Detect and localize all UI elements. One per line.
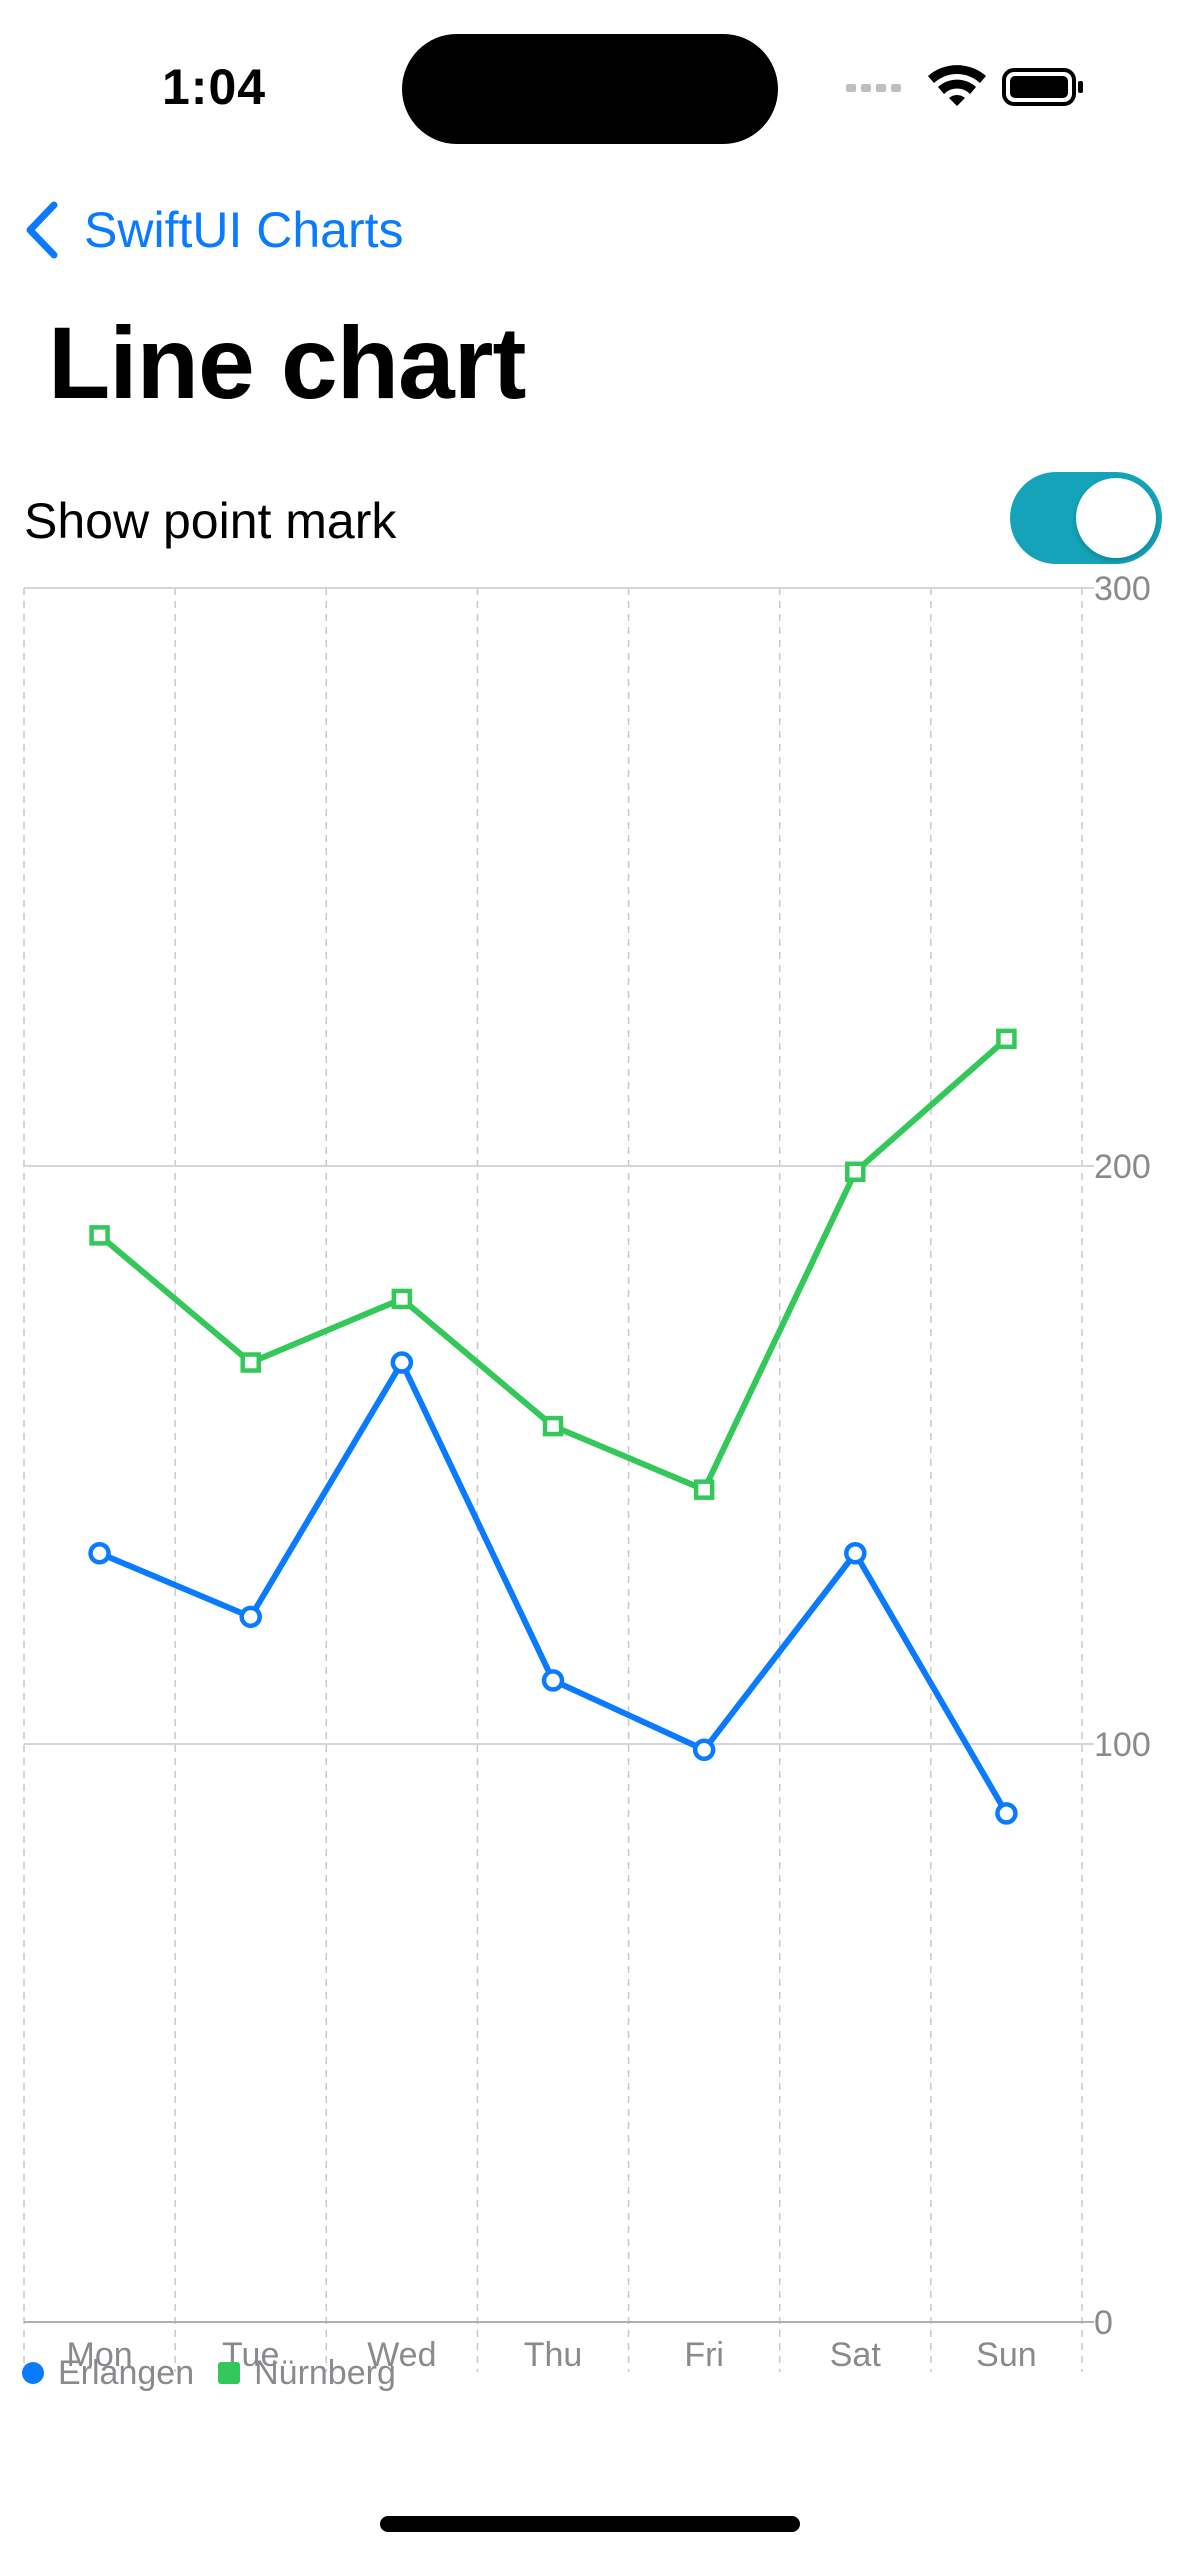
x-tick-label: Wed [367,2336,436,2374]
legend-item: Nürnberg [218,2354,396,2393]
data-point-circle [390,1351,414,1374]
x-tick-label: Thu [524,2336,583,2374]
page-title: Line chart [48,306,526,420]
chart-legend: Erlangen Nürnberg [22,2348,396,2398]
back-button[interactable]: SwiftUI Charts [22,195,404,265]
status-bar: 1:04 [0,0,1179,170]
data-point-circle [692,1738,716,1762]
y-tick-label: 0 [1094,2304,1113,2342]
x-tick-label: Fri [684,2336,724,2374]
data-point-square [89,1225,110,1246]
wifi-icon [928,65,986,106]
show-point-mark-toggle[interactable] [1010,472,1162,564]
toggle-knob [1076,478,1156,558]
battery-icon [1002,68,1083,106]
y-tick-label: 200 [1094,1148,1151,1186]
data-point-square [996,1028,1017,1050]
chevron-left-icon [26,201,58,259]
legend-label: Nürnberg [254,2353,396,2392]
y-tick-label: 300 [1094,570,1151,608]
back-button-label: SwiftUI Charts [84,202,404,258]
data-point-circle [541,1669,565,1692]
x-tick-label: Mon [67,2336,133,2374]
toggle-label: Show point mark [24,493,397,549]
x-tick-label: Sun [976,2336,1037,2374]
y-tick-label: 100 [1094,1726,1151,1764]
data-point-circle [239,1605,262,1629]
status-icons [846,65,1083,106]
data-point-circle [88,1542,111,1565]
data-point-square [693,1479,715,1500]
legend-item: Erlangen [22,2354,194,2393]
data-point-square [542,1415,564,1437]
legend-circle-icon [22,2362,44,2384]
show-point-mark-row: Show point mark [0,470,1179,570]
dynamic-island [402,34,778,144]
data-point-square [240,1352,261,1373]
data-point-circle [995,1802,1018,1825]
data-point-circle [844,1542,867,1565]
legend-label: Erlangen [58,2353,195,2392]
status-time: 1:04 [162,59,267,115]
legend-square-icon [218,2362,241,2384]
cellular-signal-icon [846,84,901,92]
home-indicator [380,2516,800,2532]
data-point-square [845,1161,866,1183]
data-point-square [391,1288,413,1310]
x-tick-label: Sat [830,2336,882,2374]
